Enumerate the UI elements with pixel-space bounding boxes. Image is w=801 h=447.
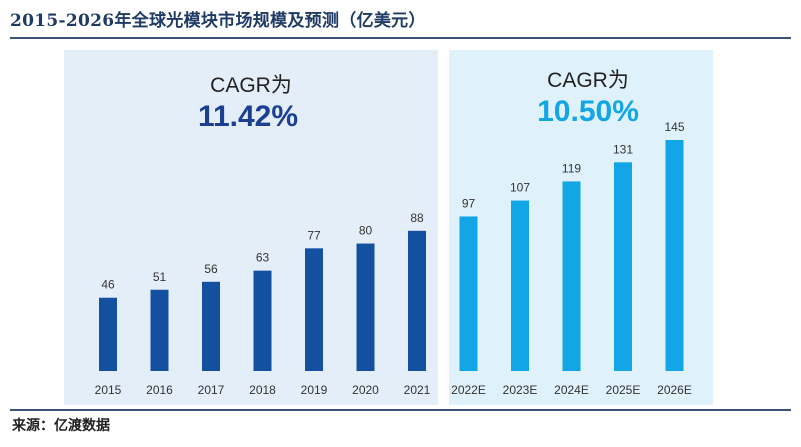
bar-2021 [408, 230, 426, 371]
bar-2024e [562, 181, 581, 371]
data-label-2023e: 107 [510, 181, 530, 195]
chart-title: 2015-2026年全球光模块市场规模及预测（亿美元） [10, 11, 426, 31]
bar-2018 [253, 270, 272, 371]
title-divider [10, 37, 791, 39]
x-tick-label-2023e: 2023E [503, 383, 538, 397]
historical-panel [64, 50, 438, 405]
source-note: 来源：亿渡数据 [12, 418, 110, 434]
data-label-2016: 51 [153, 270, 167, 284]
bar-2020 [356, 243, 375, 371]
x-tick-label-2018: 2018 [249, 383, 276, 397]
data-label-2019: 77 [307, 228, 321, 242]
bar-2022e [459, 216, 478, 371]
cagr-forecast-value: 10.50% [537, 95, 639, 128]
x-tick-label-2022e: 2022E [451, 383, 486, 397]
x-tick-label-2025e: 2025E [606, 383, 641, 397]
x-tick-label-2021: 2021 [404, 383, 431, 397]
x-tick-label-2026e: 2026E [657, 383, 692, 397]
data-label-2026e: 145 [664, 120, 684, 134]
bar-2025e [614, 162, 632, 371]
cagr-historical-value: 11.42% [198, 100, 298, 133]
data-label-2025e: 131 [613, 142, 633, 156]
bar-2016 [150, 289, 169, 371]
cagr-forecast-label: CAGR为 [547, 69, 629, 92]
data-label-2018: 63 [256, 251, 270, 265]
data-label-2020: 80 [359, 224, 373, 238]
data-label-2024e: 119 [562, 161, 581, 175]
footer-divider [10, 409, 791, 411]
x-tick-label-2016: 2016 [146, 383, 173, 397]
x-tick-label-2015: 2015 [95, 383, 122, 397]
cagr-historical-label: CAGR为 [210, 74, 292, 97]
bar-2023e [511, 200, 529, 371]
data-label-2022e: 97 [462, 196, 476, 210]
data-label-2017: 56 [204, 262, 218, 276]
x-tick-label-2017: 2017 [198, 383, 225, 397]
x-tick-label-2024e: 2024E [554, 383, 589, 397]
data-label-2015: 46 [101, 278, 115, 292]
x-tick-label-2019: 2019 [301, 383, 328, 397]
x-tick-label-2020: 2020 [352, 383, 379, 397]
data-label-2021: 88 [410, 211, 424, 225]
bar-2015 [99, 297, 117, 371]
bar-2026e [665, 140, 684, 371]
bar-2019 [305, 248, 323, 371]
bar-2017 [202, 281, 220, 371]
